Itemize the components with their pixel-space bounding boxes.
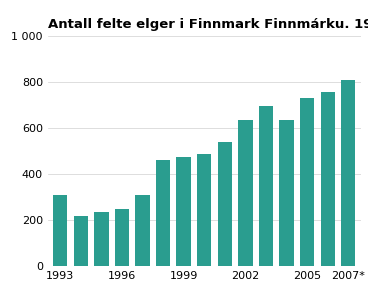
Bar — [300, 98, 314, 266]
Bar — [321, 92, 335, 266]
Bar — [217, 142, 232, 266]
Bar — [74, 217, 88, 266]
Bar — [259, 106, 273, 266]
Bar — [53, 194, 67, 266]
Bar — [156, 160, 170, 266]
Bar — [238, 120, 252, 266]
Bar — [197, 154, 212, 266]
Bar — [341, 80, 355, 266]
Bar — [177, 157, 191, 266]
Bar — [135, 194, 150, 266]
Bar — [279, 120, 294, 266]
Bar — [115, 209, 129, 266]
Text: Antall felte elger i Finnmark Finnmárku. 1993-2007*: Antall felte elger i Finnmark Finnmárku.… — [48, 18, 368, 31]
Bar — [94, 212, 109, 266]
